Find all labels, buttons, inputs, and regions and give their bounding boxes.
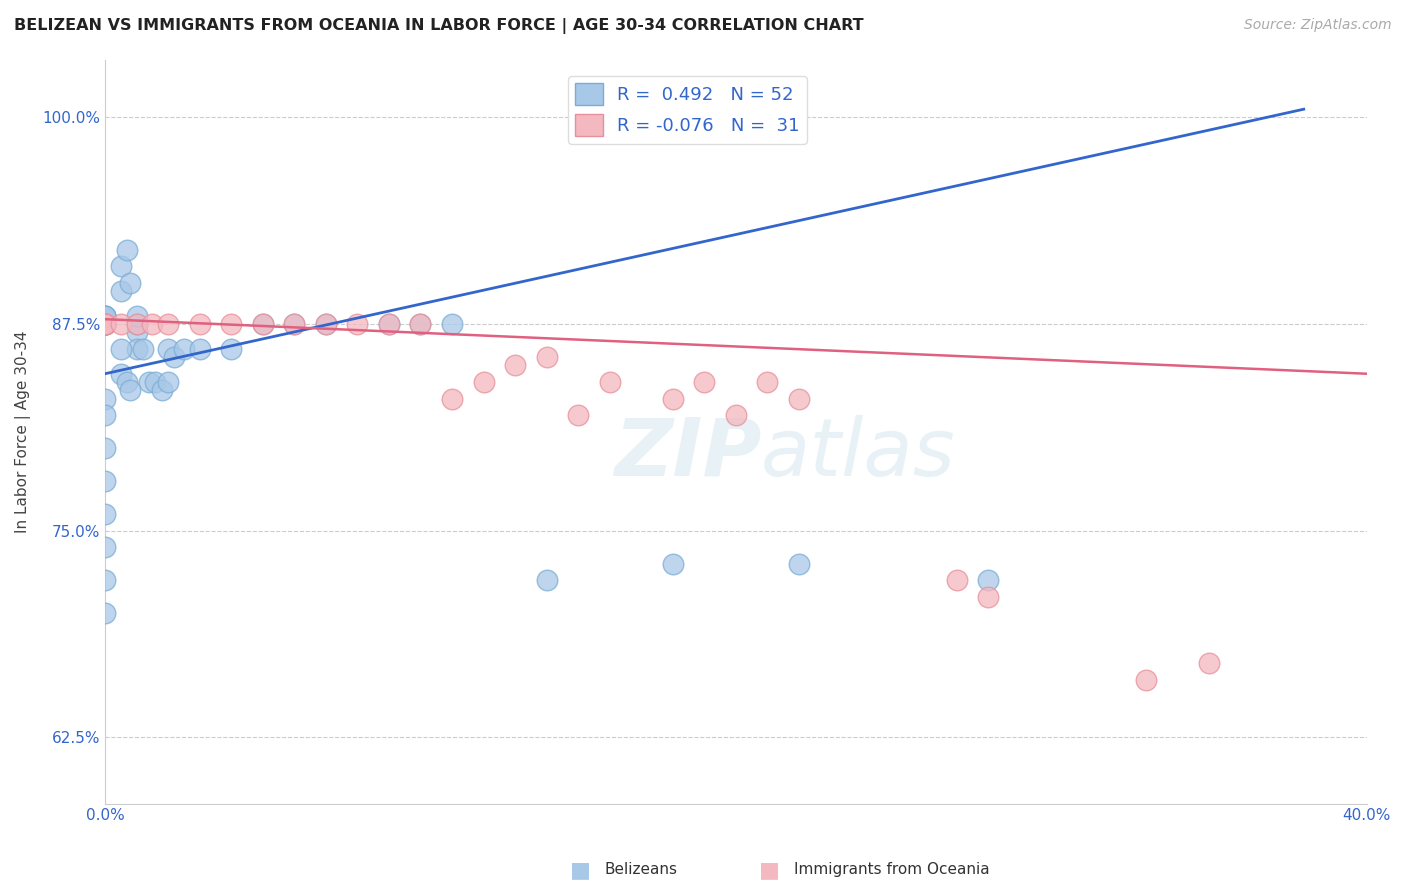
Point [145, 375, 167, 389]
Point [283, 317, 305, 331]
Point [219, 342, 242, 356]
Point [662, 557, 685, 571]
Point [188, 342, 211, 356]
Point [94, 317, 117, 331]
Text: Immigrants from Oceania: Immigrants from Oceania [794, 863, 990, 877]
Point [787, 557, 810, 571]
Point [536, 350, 558, 364]
Point [409, 317, 432, 331]
Point [110, 284, 132, 298]
Text: ■: ■ [569, 860, 591, 880]
Point [94, 309, 117, 323]
Point [138, 375, 160, 389]
Point [94, 392, 117, 406]
Point [94, 317, 117, 331]
Point [94, 441, 117, 455]
Point [125, 317, 148, 331]
Point [115, 243, 138, 257]
Point [115, 375, 138, 389]
Point [157, 342, 180, 356]
Point [94, 309, 117, 323]
Text: BELIZEAN VS IMMIGRANTS FROM OCEANIA IN LABOR FORCE | AGE 30-34 CORRELATION CHART: BELIZEAN VS IMMIGRANTS FROM OCEANIA IN L… [14, 18, 863, 34]
Point [283, 317, 305, 331]
Point [94, 309, 117, 323]
Point [132, 342, 155, 356]
Point [94, 317, 117, 331]
Point [1135, 673, 1157, 687]
Point [125, 342, 148, 356]
Point [120, 384, 142, 398]
Point [94, 317, 117, 331]
Point [315, 317, 337, 331]
Point [94, 607, 117, 621]
Point [440, 317, 463, 331]
Point [94, 317, 117, 331]
Text: Belizeans: Belizeans [605, 863, 678, 877]
Point [346, 317, 368, 331]
Point [94, 474, 117, 488]
Point [94, 309, 117, 323]
Point [315, 317, 337, 331]
Text: Source: ZipAtlas.com: Source: ZipAtlas.com [1244, 18, 1392, 32]
Point [94, 508, 117, 522]
Legend: R =  0.492   N = 52, R = -0.076   N =  31: R = 0.492 N = 52, R = -0.076 N = 31 [568, 76, 807, 144]
Point [977, 574, 1000, 588]
Text: ZIP: ZIP [614, 415, 761, 493]
Point [440, 392, 463, 406]
Point [252, 317, 274, 331]
Text: atlas: atlas [761, 415, 956, 493]
Point [163, 350, 186, 364]
Point [94, 317, 117, 331]
Point [110, 367, 132, 381]
Point [945, 574, 967, 588]
Point [157, 375, 180, 389]
Point [141, 317, 163, 331]
Point [125, 326, 148, 340]
Point [94, 317, 117, 331]
Point [378, 317, 401, 331]
Point [378, 317, 401, 331]
Point [94, 317, 117, 331]
Point [94, 408, 117, 422]
Point [110, 342, 132, 356]
Point [120, 276, 142, 290]
Point [125, 309, 148, 323]
Point [536, 574, 558, 588]
Y-axis label: In Labor Force | Age 30-34: In Labor Force | Age 30-34 [15, 330, 31, 533]
Point [724, 408, 747, 422]
Point [173, 342, 195, 356]
Point [409, 317, 432, 331]
Point [472, 375, 495, 389]
Point [157, 317, 180, 331]
Point [94, 317, 117, 331]
Point [94, 574, 117, 588]
Text: ■: ■ [759, 860, 780, 880]
Point [110, 317, 132, 331]
Point [188, 317, 211, 331]
Point [787, 392, 810, 406]
Point [252, 317, 274, 331]
Point [94, 317, 117, 331]
Point [756, 375, 779, 389]
Point [125, 317, 148, 331]
Point [219, 317, 242, 331]
Point [662, 392, 685, 406]
Point [1198, 656, 1220, 670]
Point [150, 384, 173, 398]
Point [567, 408, 589, 422]
Point [94, 317, 117, 331]
Point [94, 317, 117, 331]
Point [94, 541, 117, 555]
Point [693, 375, 716, 389]
Point [599, 375, 621, 389]
Point [977, 590, 1000, 604]
Point [110, 260, 132, 274]
Point [503, 359, 526, 373]
